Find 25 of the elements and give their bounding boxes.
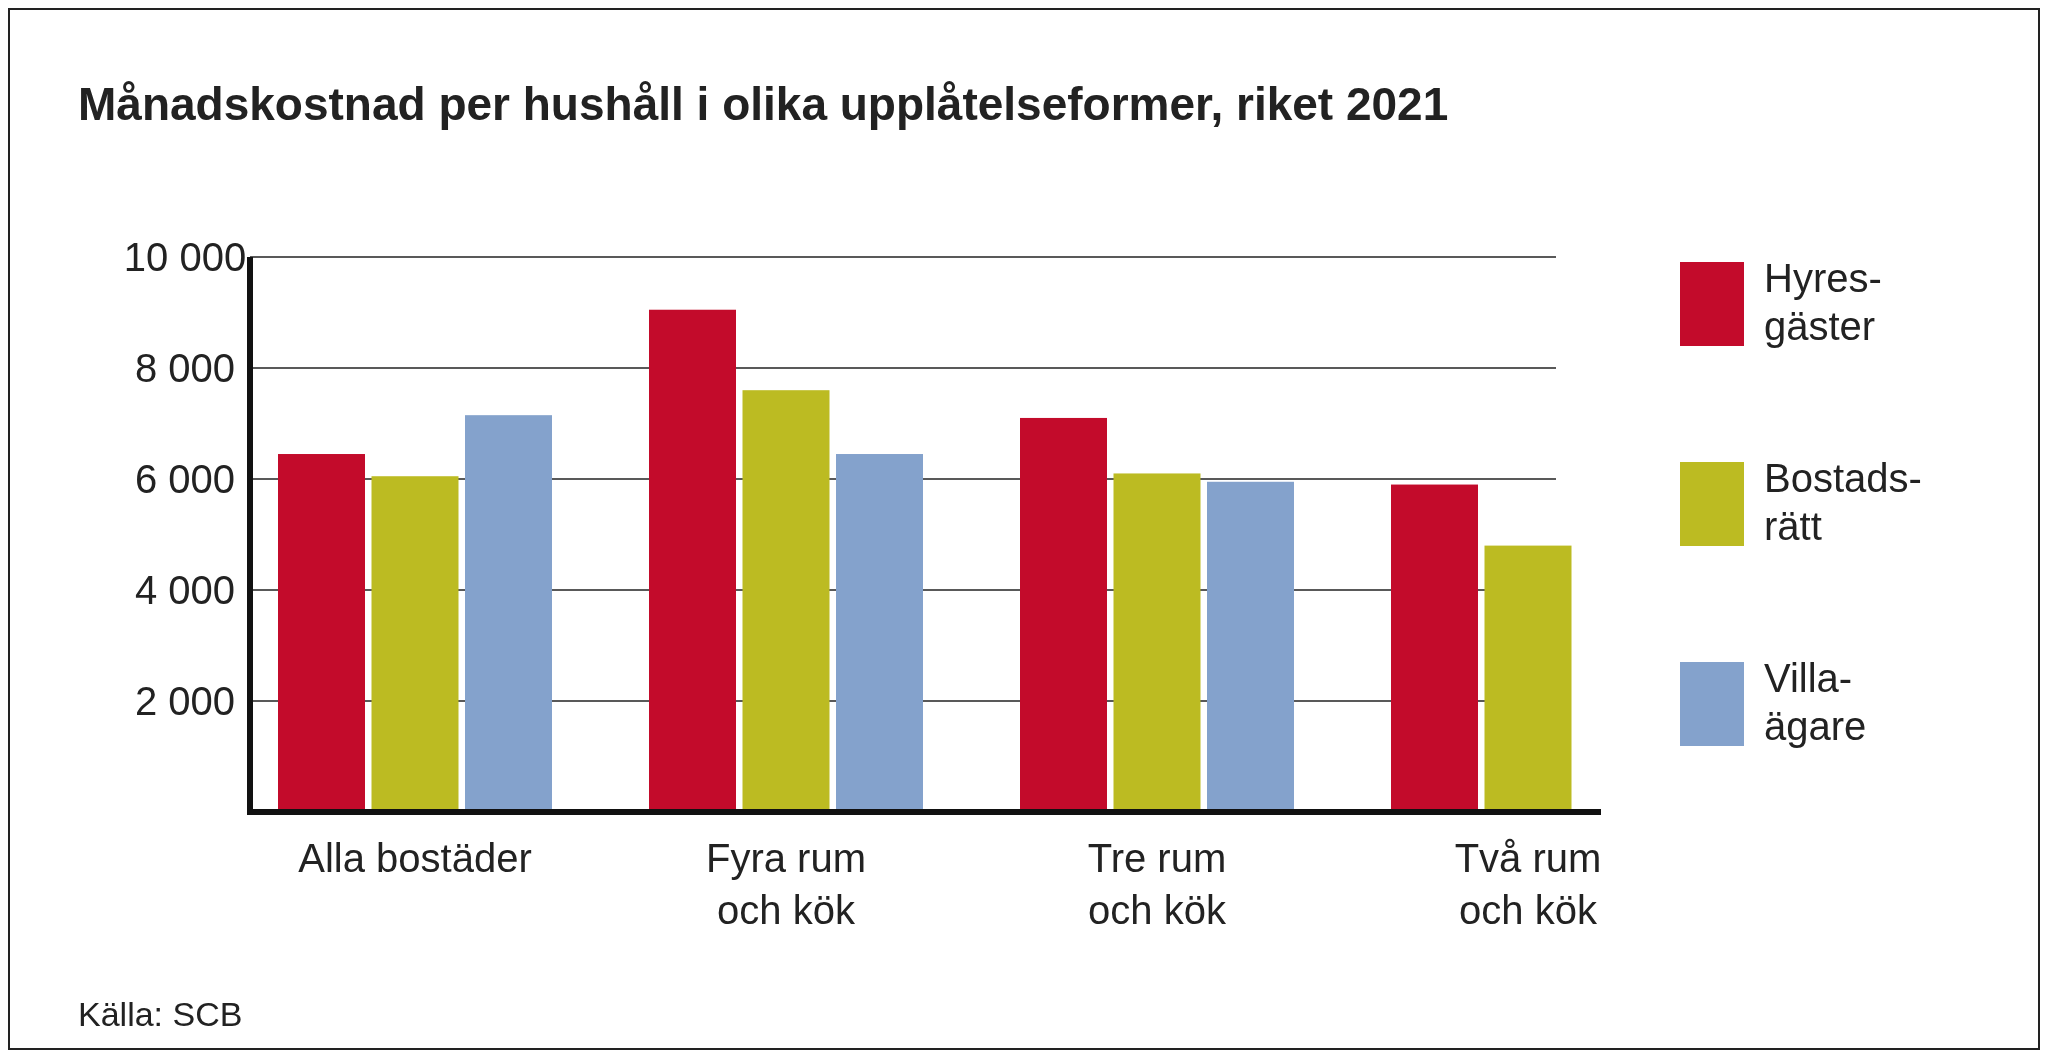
- chart-title: Månadskostnad per hushåll i olika upplåtelseformer, riket 2021: [78, 78, 1449, 130]
- y-tick-label: 8 000: [134, 346, 236, 390]
- legend-label: Villa- ägare: [1764, 656, 1867, 748]
- bar: [1484, 545, 1572, 812]
- bar: [1020, 417, 1107, 812]
- legend-label: Bostads- rätt: [1764, 456, 1922, 548]
- bar: [371, 476, 459, 812]
- bar: [1113, 473, 1201, 812]
- legend-label: Hyres- gäster: [1764, 256, 1882, 348]
- y-tick-label: 2 000: [134, 679, 236, 723]
- y-tick-label: 6 000: [134, 457, 236, 501]
- bar: [278, 454, 365, 812]
- bar: [465, 415, 552, 812]
- bar: [1391, 484, 1478, 812]
- bar: [836, 454, 923, 812]
- bar: [649, 309, 736, 812]
- y-tick-label: 4 000: [134, 568, 236, 612]
- x-tick-label: Alla bostäder: [298, 836, 532, 880]
- x-tick-label: Tre rum och kök: [1087, 836, 1227, 932]
- x-tick-label: Fyra rum och kök: [706, 836, 866, 932]
- bar: [742, 390, 830, 812]
- x-tick-label: Två rum och kök: [1454, 836, 1602, 932]
- y-tick-label: 10 000: [123, 235, 247, 279]
- bar: [1207, 481, 1294, 812]
- text: Källa: SCB: [78, 995, 243, 1033]
